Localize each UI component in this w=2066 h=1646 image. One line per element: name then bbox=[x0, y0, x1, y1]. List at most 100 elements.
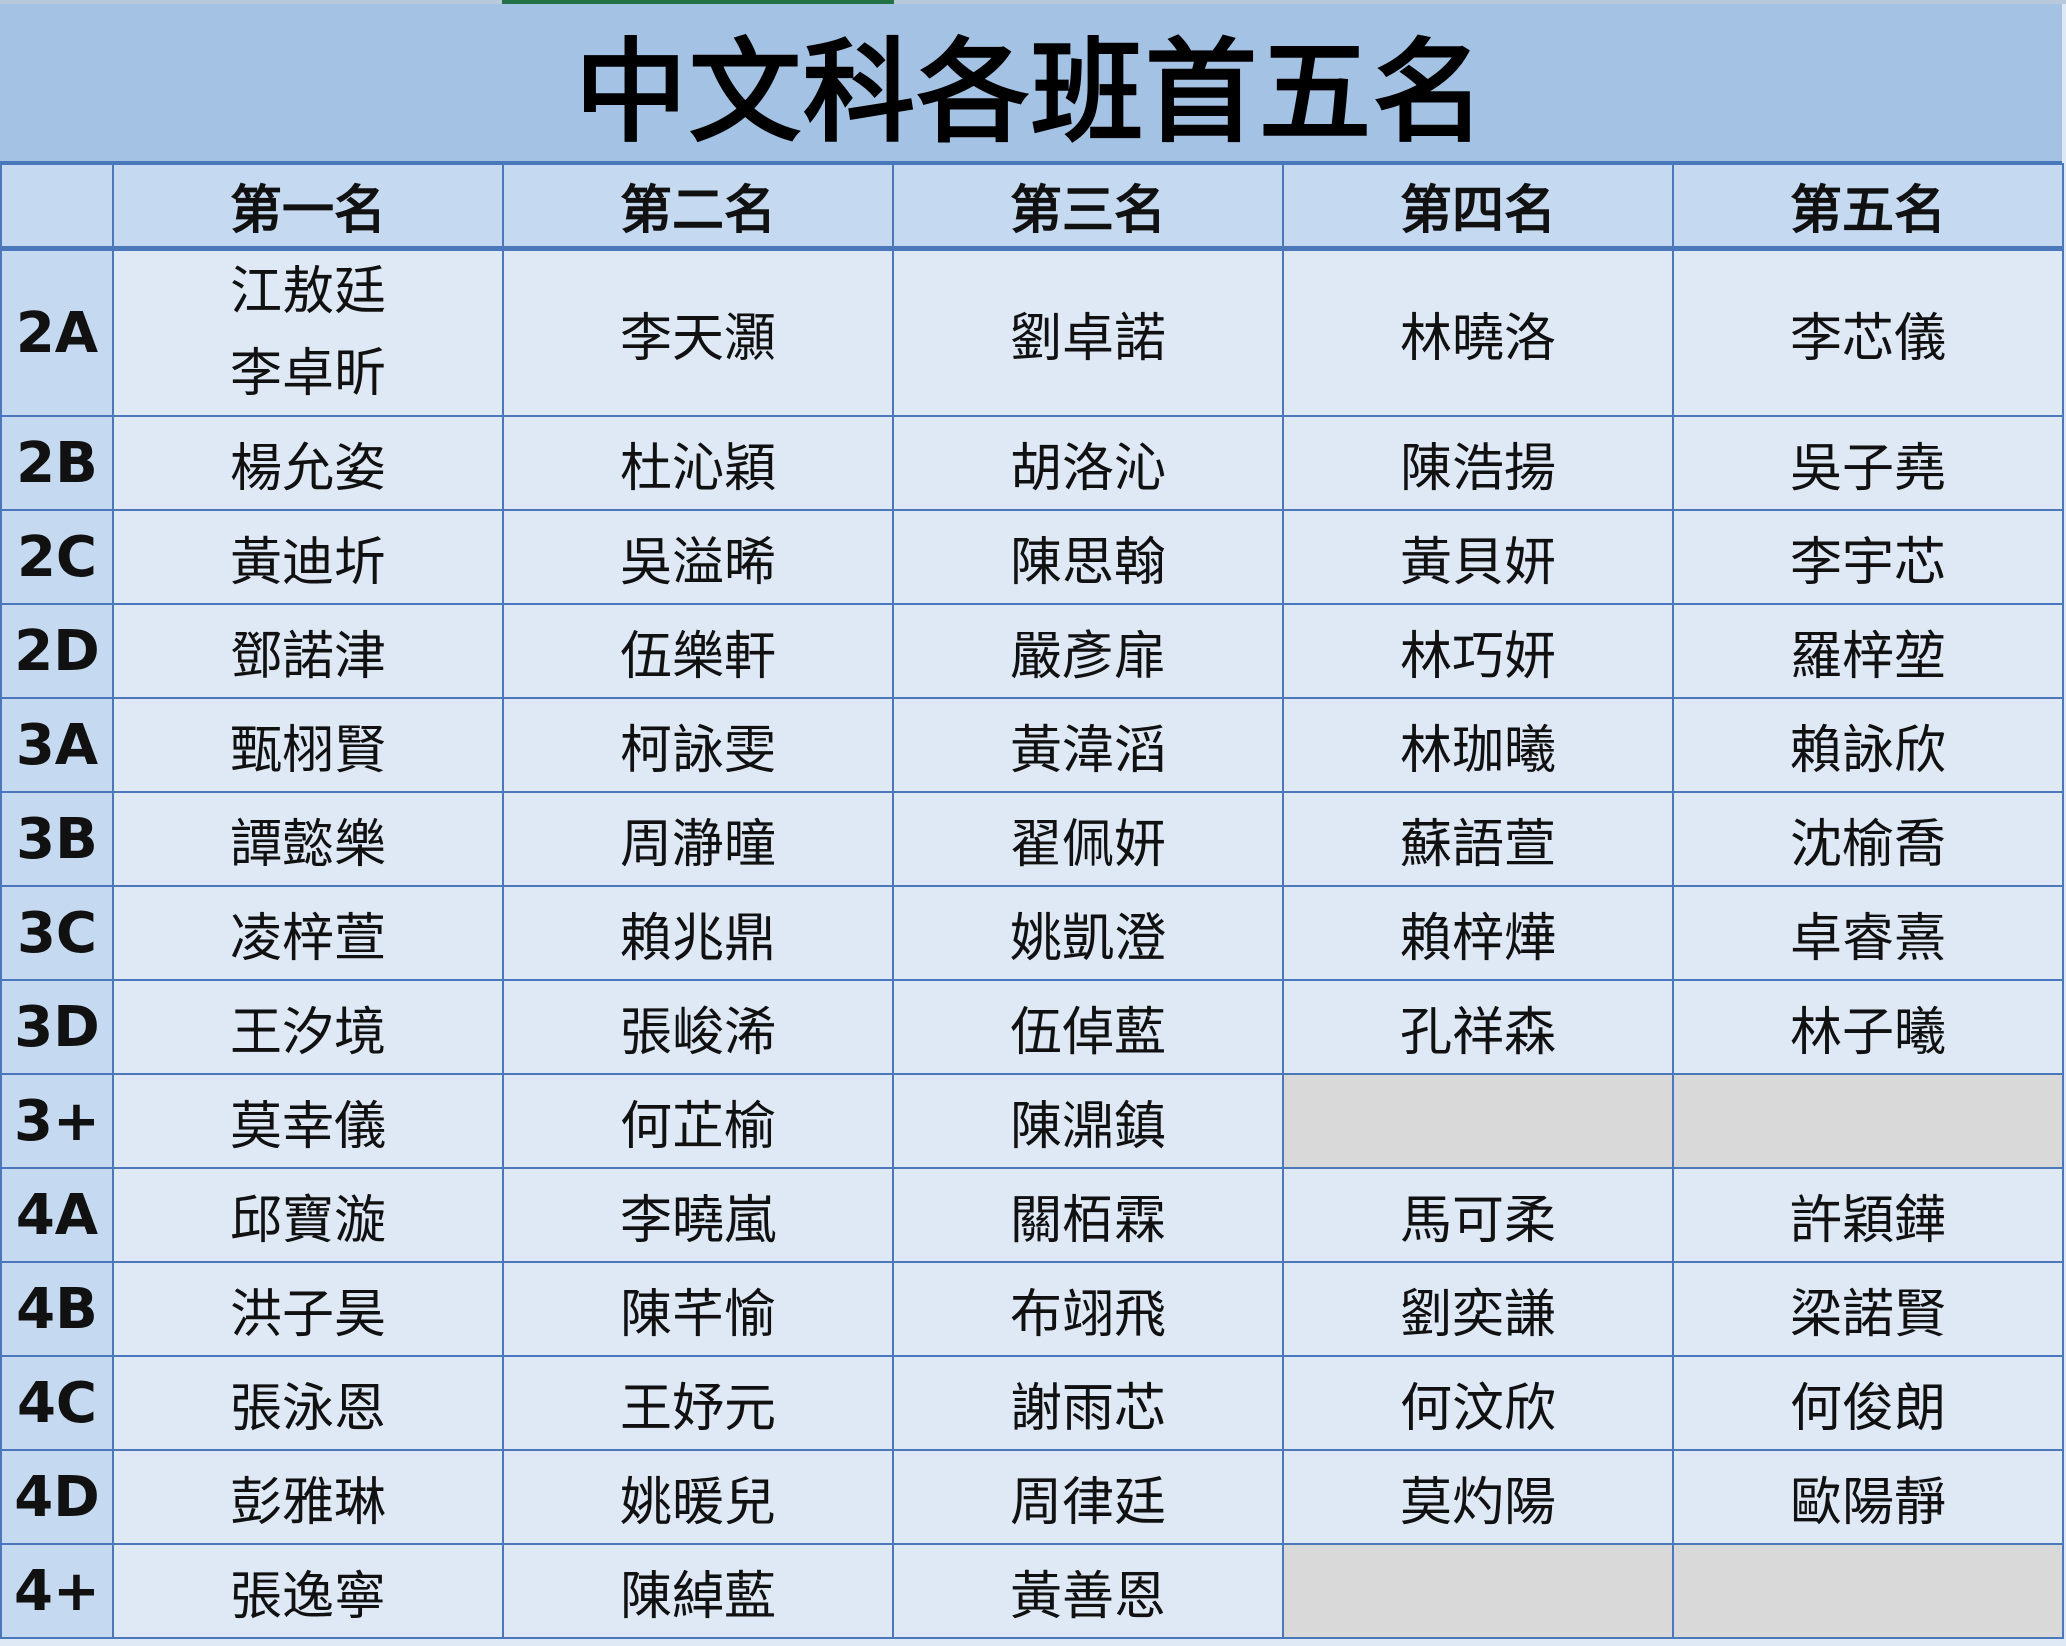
sheet-top-edge bbox=[0, 0, 2066, 4]
name-cell[interactable]: 吳溢晞 bbox=[502, 509, 894, 605]
name-cell[interactable]: 何芷榆 bbox=[502, 1073, 894, 1169]
name-cell[interactable]: 莫灼陽 bbox=[1282, 1449, 1674, 1545]
header-cell-4[interactable]: 第四名 bbox=[1282, 163, 1674, 251]
name-cell[interactable]: 吳子堯 bbox=[1672, 415, 2064, 511]
name-cell[interactable]: 布翊飛 bbox=[892, 1261, 1284, 1357]
name-cell[interactable]: 楊允姿 bbox=[112, 415, 504, 511]
name-cell[interactable]: 許穎鏵 bbox=[1672, 1167, 2064, 1263]
class-label-cell[interactable]: 4D bbox=[0, 1449, 114, 1545]
name-cell[interactable]: 翟佩妍 bbox=[892, 791, 1284, 887]
name-cell[interactable]: 卓睿熹 bbox=[1672, 885, 2064, 981]
name-cell[interactable]: 陳思翰 bbox=[892, 509, 1284, 605]
name-cell[interactable]: 李曉嵐 bbox=[502, 1167, 894, 1263]
table-row: 4A 邱寶漩 李曉嵐 關栢霖 馬可柔 許穎鏵 bbox=[0, 1167, 2064, 1263]
ranking-table: 第一名 第二名 第三名 第四名 第五名 2A 江敖廷 李卓昕 李天灝 劉卓諾 林曉洛 李芯儀… bbox=[0, 163, 2064, 1639]
sheet-title: 中文科各班首五名 bbox=[0, 4, 2062, 165]
selected-column-indicator bbox=[502, 0, 894, 5]
name-cell[interactable]: 莫幸儀 bbox=[112, 1073, 504, 1169]
name-cell[interactable]: 孔祥森 bbox=[1282, 979, 1674, 1075]
name-cell[interactable]: 嚴彥扉 bbox=[892, 603, 1284, 699]
name-cell[interactable]: 周瀞曈 bbox=[502, 791, 894, 887]
name-cell[interactable]: 李天灝 bbox=[502, 247, 894, 417]
name-cell[interactable]: 陳芊愉 bbox=[502, 1261, 894, 1357]
name-cell[interactable]: 羅梓堃 bbox=[1672, 603, 2064, 699]
class-label-cell[interactable]: 3B bbox=[0, 791, 114, 887]
class-label-cell[interactable]: 2D bbox=[0, 603, 114, 699]
table-row: 3A 甄栩賢 柯詠雯 黃湋滔 林珈曦 賴詠欣 bbox=[0, 697, 2064, 793]
name-cell[interactable]: 蘇語萱 bbox=[1282, 791, 1674, 887]
name-cell[interactable]: 柯詠雯 bbox=[502, 697, 894, 793]
name-cell[interactable]: 黃迪圻 bbox=[112, 509, 504, 605]
name-cell[interactable]: 伍樂軒 bbox=[502, 603, 894, 699]
name-cell[interactable]: 伍倬藍 bbox=[892, 979, 1284, 1075]
name-cell[interactable]: 黃貝妍 bbox=[1282, 509, 1674, 605]
name-cell[interactable]: 關栢霖 bbox=[892, 1167, 1284, 1263]
name-cell[interactable]: 李芯儀 bbox=[1672, 247, 2064, 417]
name-cell[interactable]: 譚懿樂 bbox=[112, 791, 504, 887]
class-label-cell[interactable]: 4C bbox=[0, 1355, 114, 1451]
empty-cell[interactable] bbox=[1282, 1543, 1674, 1639]
name-cell[interactable]: 劉奕謙 bbox=[1282, 1261, 1674, 1357]
name-cell[interactable]: 江敖廷 李卓昕 bbox=[112, 247, 504, 417]
name-cell[interactable]: 賴詠欣 bbox=[1672, 697, 2064, 793]
name-cell[interactable]: 張逸寧 bbox=[112, 1543, 504, 1639]
name-cell[interactable]: 凌梓萱 bbox=[112, 885, 504, 981]
name-cell[interactable]: 謝雨芯 bbox=[892, 1355, 1284, 1451]
name-cell[interactable]: 李宇芯 bbox=[1672, 509, 2064, 605]
empty-cell[interactable] bbox=[1672, 1073, 2064, 1169]
empty-cell[interactable] bbox=[1282, 1073, 1674, 1169]
name-cell[interactable]: 甄栩賢 bbox=[112, 697, 504, 793]
name-cell[interactable]: 陳浩揚 bbox=[1282, 415, 1674, 511]
name-cell[interactable]: 劉卓諾 bbox=[892, 247, 1284, 417]
name-cell[interactable]: 何俊朗 bbox=[1672, 1355, 2064, 1451]
table-row: 2B 楊允姿 杜沁穎 胡洛沁 陳浩揚 吳子堯 bbox=[0, 415, 2064, 511]
name-cell[interactable]: 王妤元 bbox=[502, 1355, 894, 1451]
header-cell-3[interactable]: 第三名 bbox=[892, 163, 1284, 251]
empty-cell[interactable] bbox=[1672, 1543, 2064, 1639]
name-cell[interactable]: 陳濎鎮 bbox=[892, 1073, 1284, 1169]
table-row: 4+ 張逸寧 陳綽藍 黃善恩 bbox=[0, 1543, 2064, 1639]
name-cell[interactable]: 黃湋滔 bbox=[892, 697, 1284, 793]
name-cell[interactable]: 胡洛沁 bbox=[892, 415, 1284, 511]
header-cell-2[interactable]: 第二名 bbox=[502, 163, 894, 251]
name-cell[interactable]: 彭雅琳 bbox=[112, 1449, 504, 1545]
class-label-cell[interactable]: 3+ bbox=[0, 1073, 114, 1169]
name-cell[interactable]: 林珈曦 bbox=[1282, 697, 1674, 793]
name-cell[interactable]: 林巧妍 bbox=[1282, 603, 1674, 699]
header-cell-5[interactable]: 第五名 bbox=[1672, 163, 2064, 251]
class-label-cell[interactable]: 3D bbox=[0, 979, 114, 1075]
name-cell[interactable]: 姚凱澄 bbox=[892, 885, 1284, 981]
name-cell[interactable]: 歐陽靜 bbox=[1672, 1449, 2064, 1545]
name-cell[interactable]: 賴梓燁 bbox=[1282, 885, 1674, 981]
student-name: 李卓昕 bbox=[229, 344, 386, 404]
name-cell[interactable]: 梁諾賢 bbox=[1672, 1261, 2064, 1357]
name-cell[interactable]: 鄧諾津 bbox=[112, 603, 504, 699]
class-label-cell[interactable]: 2C bbox=[0, 509, 114, 605]
name-cell[interactable]: 王汐境 bbox=[112, 979, 504, 1075]
name-cell[interactable]: 沈榆喬 bbox=[1672, 791, 2064, 887]
name-cell[interactable]: 姚暖兒 bbox=[502, 1449, 894, 1545]
name-cell[interactable]: 賴兆鼎 bbox=[502, 885, 894, 981]
class-label-cell[interactable]: 2A bbox=[0, 247, 114, 417]
name-cell[interactable]: 張峻浠 bbox=[502, 979, 894, 1075]
class-label-cell[interactable]: 3C bbox=[0, 885, 114, 981]
name-cell[interactable]: 洪子昊 bbox=[112, 1261, 504, 1357]
name-cell[interactable]: 張泳恩 bbox=[112, 1355, 504, 1451]
name-cell[interactable]: 黃善恩 bbox=[892, 1543, 1284, 1639]
class-label-cell[interactable]: 4B bbox=[0, 1261, 114, 1357]
name-cell[interactable]: 周律廷 bbox=[892, 1449, 1284, 1545]
name-cell[interactable]: 邱寶漩 bbox=[112, 1167, 504, 1263]
class-label-cell[interactable]: 2B bbox=[0, 415, 114, 511]
name-cell[interactable]: 陳綽藍 bbox=[502, 1543, 894, 1639]
name-cell[interactable]: 林子曦 bbox=[1672, 979, 2064, 1075]
name-cell[interactable]: 林曉洛 bbox=[1282, 247, 1674, 417]
class-label-cell[interactable]: 4A bbox=[0, 1167, 114, 1263]
name-cell[interactable]: 杜沁穎 bbox=[502, 415, 894, 511]
class-label-cell[interactable]: 3A bbox=[0, 697, 114, 793]
name-cell[interactable]: 何汶欣 bbox=[1282, 1355, 1674, 1451]
header-cell-1[interactable]: 第一名 bbox=[112, 163, 504, 251]
name-cell[interactable]: 馬可柔 bbox=[1282, 1167, 1674, 1263]
table-row: 2D 鄧諾津 伍樂軒 嚴彥扉 林巧妍 羅梓堃 bbox=[0, 603, 2064, 699]
corner-cell[interactable] bbox=[0, 163, 114, 251]
class-label-cell[interactable]: 4+ bbox=[0, 1543, 114, 1639]
